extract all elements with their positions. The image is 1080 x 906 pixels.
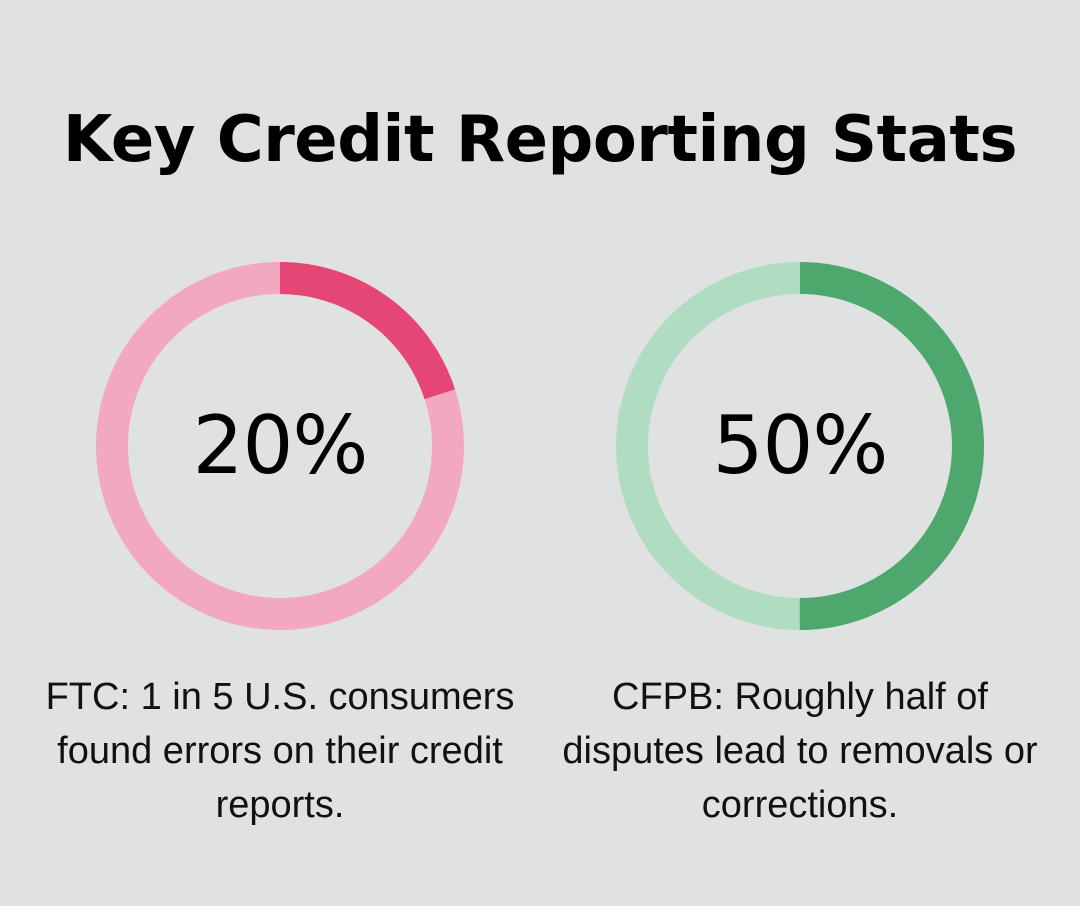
- caption-cfpb: CFPB: Roughly half of disputes lead to r…: [562, 676, 1038, 826]
- donut-chart-cfpb: 50%: [610, 256, 990, 636]
- donut-chart-ftc: 20%: [90, 256, 470, 636]
- caption-ftc: FTC: 1 in 5 U.S. consumers found errors …: [45, 676, 515, 826]
- donut-arc-ftc: [96, 262, 464, 630]
- percent-label-cfpb: 50%: [712, 399, 889, 492]
- donut-arc-cfpb: [616, 262, 984, 630]
- stat-card-ftc: 20% FTC: 1 in 5 U.S. consumers found err…: [20, 256, 540, 832]
- page-title: Key Credit Reporting Stats: [62, 103, 1018, 177]
- percent-label-ftc: 20%: [192, 399, 369, 492]
- donut-svg-cfpb: [616, 262, 984, 630]
- donut-svg-ftc: [96, 262, 464, 630]
- stat-card-cfpb: 50% CFPB: Roughly half of disputes lead …: [540, 256, 1060, 832]
